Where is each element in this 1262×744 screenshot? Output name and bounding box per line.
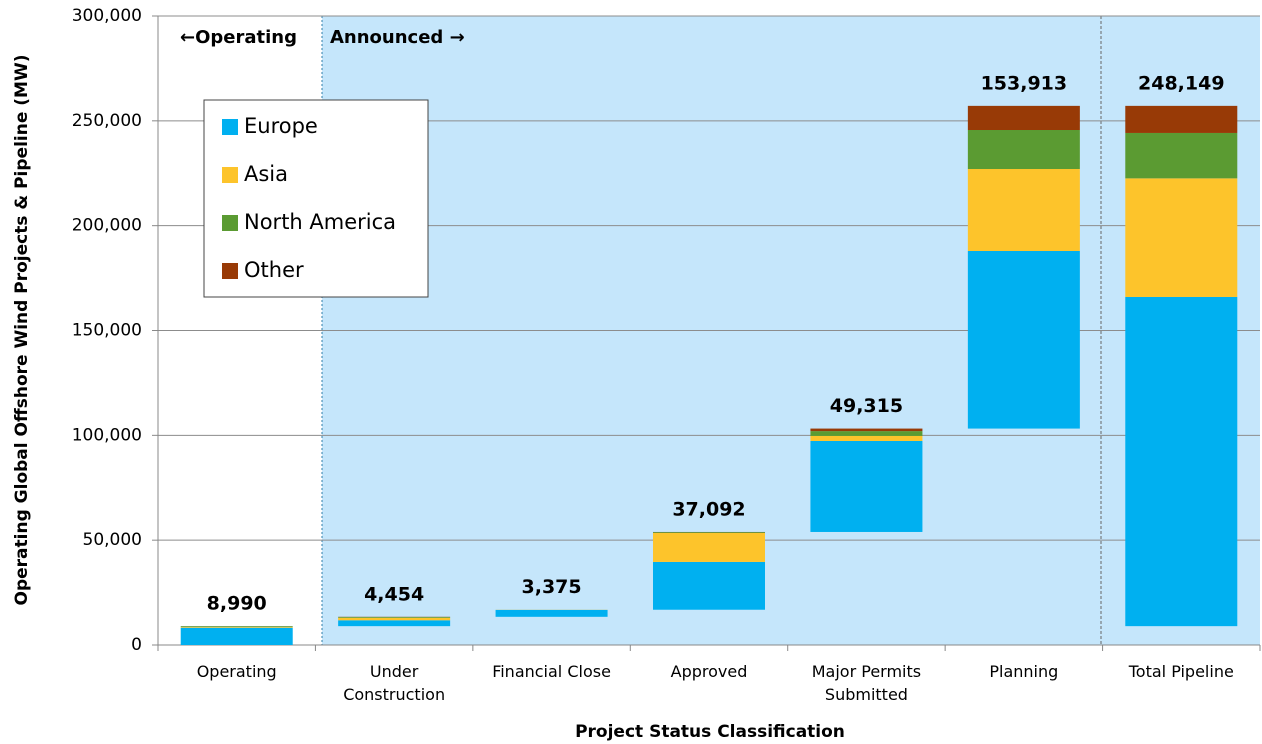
y-tick-label: 250,000 (72, 111, 142, 131)
legend-box (203, 99, 429, 298)
bar-segment (1125, 132, 1238, 179)
x-axis-title: Project Status Classification (575, 722, 845, 742)
bar-segment (653, 561, 765, 610)
data-label: 153,913 (981, 72, 1068, 94)
y-tick-label: 0 (131, 635, 142, 655)
x-tick-label: Approved (670, 662, 748, 681)
bar-segment (810, 431, 923, 436)
data-label: 248,149 (1138, 72, 1225, 94)
y-tick-label: 200,000 (72, 216, 142, 236)
data-label: 8,990 (207, 593, 267, 615)
bar-segment (653, 532, 765, 562)
x-tick-label: Planning (989, 662, 1059, 681)
bar-segment (967, 105, 1080, 131)
x-tick-label: Total Pipeline (1128, 662, 1234, 681)
bar-segment (338, 617, 451, 621)
bar-segment (1125, 296, 1238, 627)
grid: 0 50,000 100,000 150,000 200,000 250,000 300,0… (72, 6, 1261, 655)
bar-segment (810, 435, 923, 441)
bar-segment (967, 250, 1080, 429)
x-tick-label: Under Construction (343, 662, 446, 704)
legend-swatch (222, 167, 238, 183)
data-label: 3,375 (522, 576, 582, 598)
bar-segment (810, 440, 923, 532)
bar-segment (967, 169, 1080, 251)
data-label: 4,454 (364, 583, 424, 605)
legend-label: Other (244, 258, 304, 282)
y-tick-label: 150,000 (72, 321, 142, 341)
data-label: 49,315 (830, 395, 903, 417)
bar-segment (1125, 178, 1238, 297)
bar-segment (180, 627, 293, 645)
legend-label: Europe (244, 114, 318, 138)
legend-swatch (222, 119, 238, 135)
bar-segment (810, 428, 923, 432)
bar-segment (495, 609, 608, 617)
bar-segment (338, 620, 451, 627)
y-tick-label: 50,000 (83, 530, 142, 550)
annotation: Announced → (330, 27, 465, 48)
bar-segment (653, 532, 765, 533)
y-tick-label: 300,000 (72, 6, 142, 26)
legend-swatch (222, 215, 238, 231)
legend-swatch (222, 263, 238, 279)
x-tick-label: Major Permits Submitted (811, 662, 922, 704)
bar-segment (180, 626, 293, 628)
annotation: ←Operating (180, 27, 297, 48)
data-label: 37,092 (672, 498, 745, 520)
x-tick-label: Financial Close (492, 662, 611, 681)
legend: Europe Asia North America Other (203, 99, 429, 298)
legend-label: North America (244, 210, 396, 234)
bar-segment (338, 617, 451, 618)
bars: 8,990 4,454 3,375 37,092 49,315 153,913 248,14… (180, 72, 1238, 645)
y-axis-title: Operating Global Offshore Wind Projects … (12, 55, 32, 606)
bar-segment (180, 627, 293, 628)
x-tick-label: Operating (196, 662, 277, 681)
y-tick-label: 100,000 (72, 425, 142, 445)
legend-label: Asia (244, 162, 288, 186)
bar-segment (1125, 105, 1238, 133)
bar-segment (967, 130, 1080, 170)
